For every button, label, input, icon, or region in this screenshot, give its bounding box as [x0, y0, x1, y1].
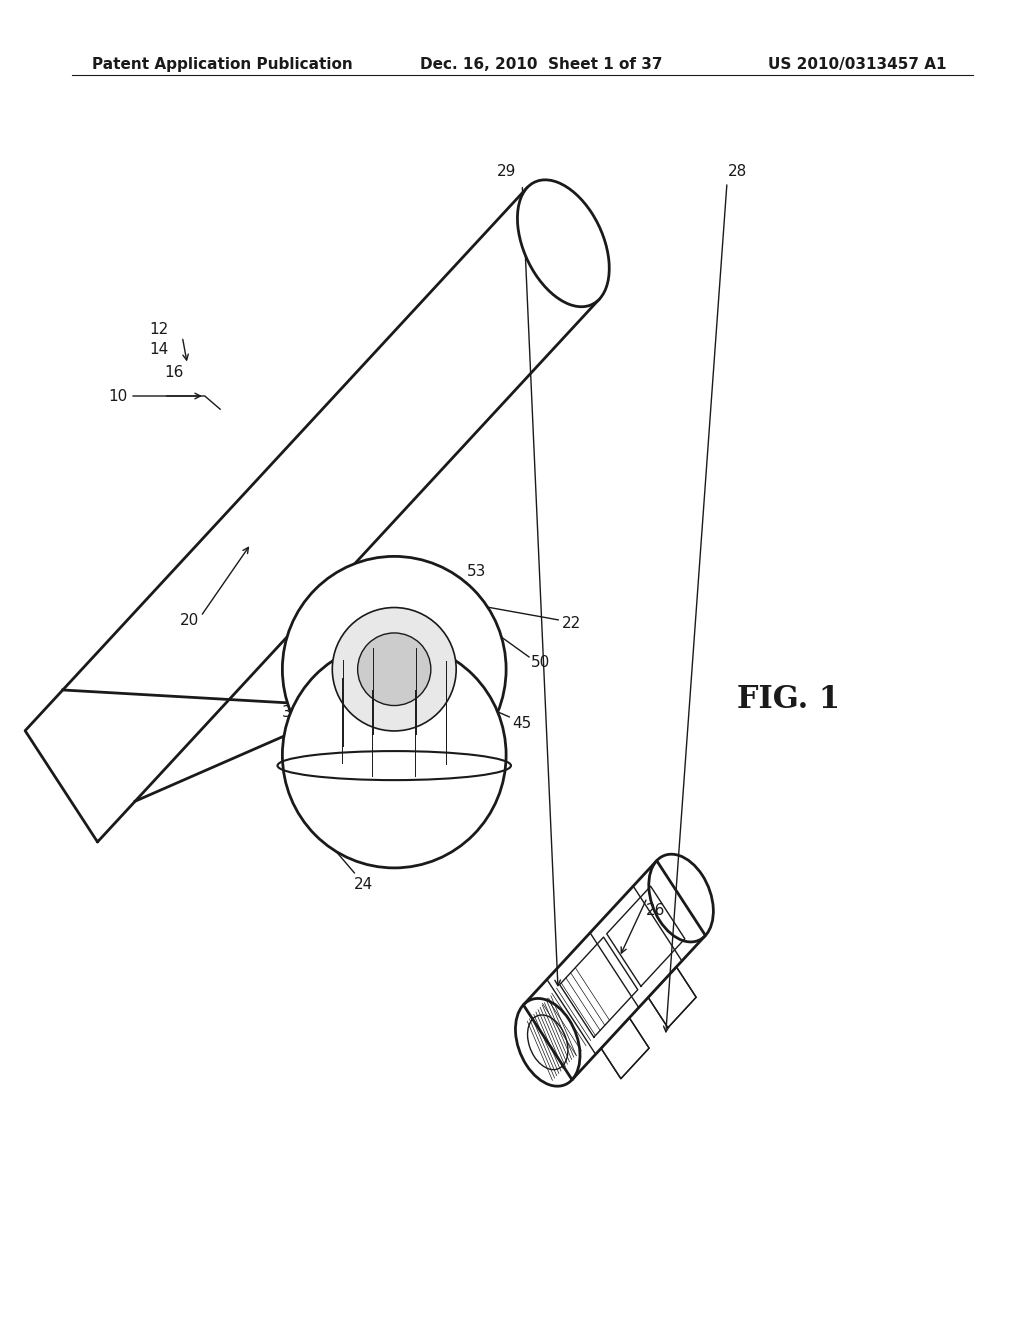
Text: 16: 16	[165, 364, 183, 380]
Text: 53: 53	[467, 564, 485, 579]
Text: 24: 24	[354, 876, 373, 892]
Text: 50: 50	[531, 655, 550, 671]
Text: 37: 37	[357, 771, 376, 787]
Text: 26: 26	[646, 903, 665, 919]
Text: 29: 29	[498, 164, 516, 180]
Ellipse shape	[283, 557, 506, 781]
Ellipse shape	[357, 634, 431, 705]
Text: 12: 12	[150, 322, 168, 338]
Text: 10: 10	[109, 388, 127, 404]
Text: Dec. 16, 2010  Sheet 1 of 37: Dec. 16, 2010 Sheet 1 of 37	[420, 57, 663, 71]
Text: 20: 20	[180, 612, 199, 628]
Text: 28: 28	[728, 164, 746, 180]
Text: FIG. 1: FIG. 1	[737, 684, 841, 715]
Text: US 2010/0313457 A1: US 2010/0313457 A1	[768, 57, 946, 71]
Ellipse shape	[517, 180, 609, 306]
Text: 14: 14	[150, 342, 168, 358]
Text: 22: 22	[562, 615, 581, 631]
Ellipse shape	[332, 607, 457, 731]
Text: 45: 45	[513, 715, 531, 731]
Text: Patent Application Publication: Patent Application Publication	[92, 57, 353, 71]
Text: 30: 30	[283, 705, 301, 721]
Ellipse shape	[283, 642, 506, 869]
